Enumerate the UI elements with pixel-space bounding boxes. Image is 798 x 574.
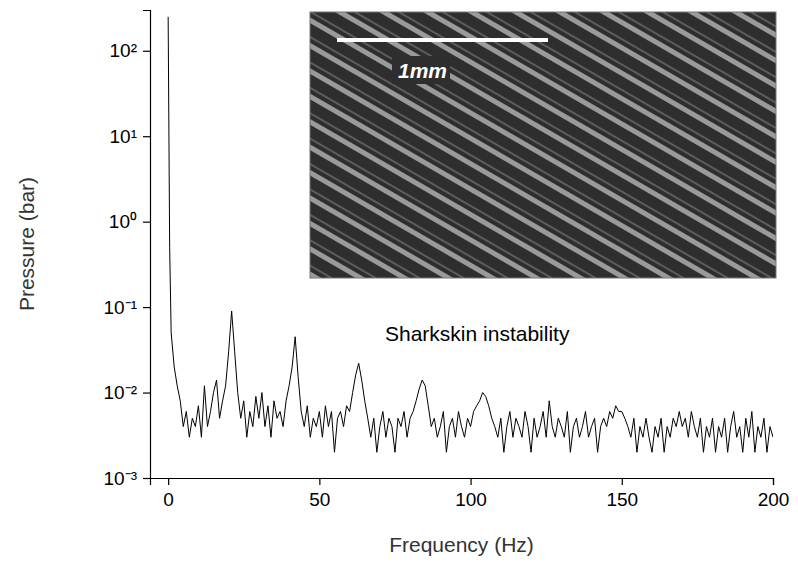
y-tick: 10²	[110, 40, 150, 61]
x-tick-label: 200	[758, 489, 790, 510]
y-tick-mark	[143, 392, 150, 393]
y-tick-mark	[143, 136, 150, 137]
y-tick: 10¹	[110, 126, 150, 147]
x-tick: 50	[309, 478, 330, 510]
y-tick: 10⁻¹	[104, 297, 150, 318]
y-tick-mark	[143, 478, 150, 479]
y-tick-label: 10⁻³	[104, 468, 137, 489]
y-axis: 10⁻³ 10⁻² 10⁻¹ 10⁰ 10¹ 10²	[104, 11, 151, 489]
x-tick-mark	[168, 478, 169, 485]
x-tick: 0	[163, 478, 174, 510]
chart: 10⁻³ 10⁻² 10⁻¹ 10⁰ 10¹ 10² 0 50 100 150 200 Frequen…	[0, 0, 798, 574]
x-tick-mark	[622, 478, 623, 485]
plot-area: 10⁻³ 10⁻² 10⁻¹ 10⁰ 10¹ 10² 0 50 100 150 200	[104, 11, 790, 511]
x-axis-line	[151, 479, 774, 486]
y-tick: 10⁻²	[104, 382, 150, 403]
inset: 1mm	[310, 12, 776, 278]
y-tick-label: 10¹	[110, 126, 137, 147]
scale-bar	[337, 38, 548, 42]
y-tick-mark	[143, 222, 150, 223]
x-tick-mark	[319, 478, 320, 485]
x-tick: 100	[455, 478, 487, 510]
x-tick: 200	[758, 478, 790, 510]
x-tick-label: 0	[163, 489, 174, 510]
scale-label: 1mm	[398, 59, 447, 82]
y-tick-label: 10⁻²	[104, 382, 137, 403]
x-tick-label: 150	[606, 489, 638, 510]
y-axis-title: Pressure (bar)	[15, 177, 38, 311]
y-tick-label: 10⁻¹	[104, 297, 137, 318]
annotation: Sharkskin instability	[385, 322, 570, 345]
inset-image	[310, 12, 776, 278]
x-axis-title: Frequency (Hz)	[389, 533, 534, 556]
y-axis-line	[143, 11, 151, 479]
x-tick: 150	[606, 478, 638, 510]
y-tick-mark	[143, 307, 150, 308]
x-axis: 0 50 100 150 200	[151, 478, 790, 510]
y-tick-label: 10²	[110, 40, 137, 61]
y-tick-label: 10⁰	[109, 211, 137, 232]
x-tick-mark	[773, 478, 774, 485]
scale-label-ground	[392, 56, 450, 84]
x-tick-label: 100	[455, 489, 487, 510]
y-tick: 10⁰	[109, 211, 150, 232]
y-tick-mark	[143, 51, 150, 52]
x-tick-mark	[470, 478, 471, 485]
x-tick-label: 50	[309, 489, 330, 510]
y-tick: 10⁻³	[104, 468, 150, 489]
